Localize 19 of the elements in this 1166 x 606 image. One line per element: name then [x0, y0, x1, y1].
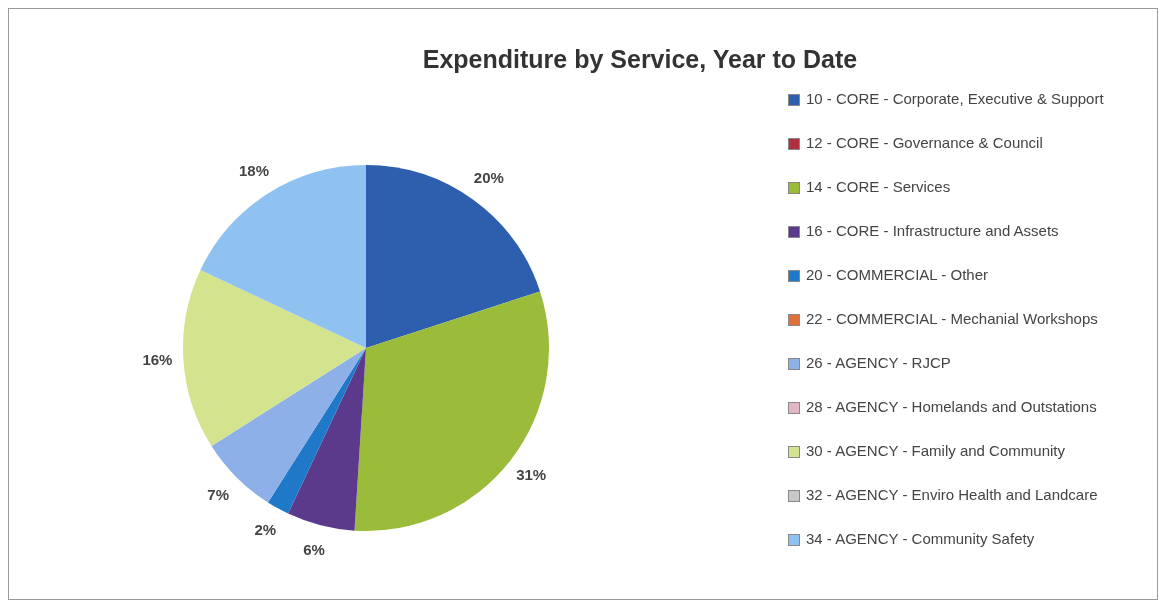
data-label: 20% — [473, 169, 504, 187]
legend-label: 20 - COMMERCIAL - Other — [806, 266, 988, 283]
chart-title: Expenditure by Service, Year to Date — [421, 45, 859, 74]
data-label: 16% — [142, 351, 173, 369]
legend-label: 10 - CORE - Corporate, Executive & Support — [806, 90, 1104, 107]
legend-label: 22 - COMMERCIAL - Mechanial Workshops — [806, 310, 1098, 327]
legend-label: 32 - AGENCY - Enviro Health and Landcare — [806, 486, 1098, 503]
data-label: 18% — [239, 161, 270, 179]
legend-label: 16 - CORE - Infrastructure and Assets — [806, 222, 1059, 239]
legend-label: 26 - AGENCY - RJCP — [806, 354, 951, 371]
legend-label: 14 - CORE - Services — [806, 178, 951, 195]
legend-label: 30 - AGENCY - Family and Community — [806, 442, 1065, 459]
data-label: 7% — [207, 485, 230, 503]
legend-label: 34 - AGENCY - Community Safety — [806, 530, 1035, 547]
data-label: 6% — [303, 540, 325, 558]
data-label: 2% — [254, 521, 277, 539]
legend-label: 12 - CORE - Governance & Council — [806, 134, 1043, 151]
legend-label: 28 - AGENCY - Homelands and Outstations — [806, 398, 1097, 415]
data-label: 31% — [516, 466, 547, 484]
